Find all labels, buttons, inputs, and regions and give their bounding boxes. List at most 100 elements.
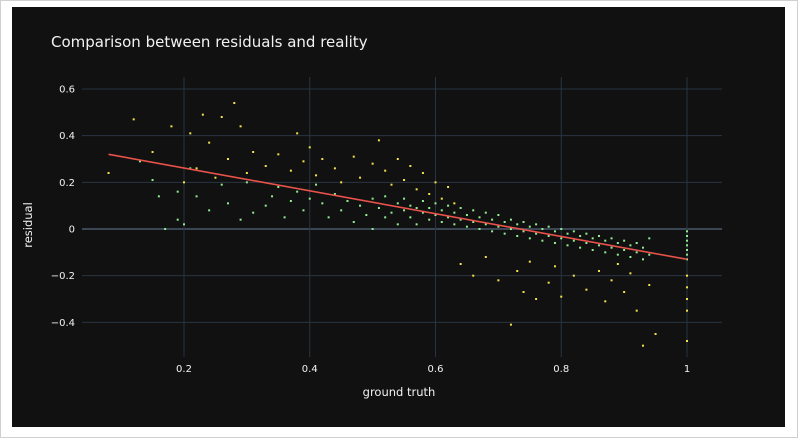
x-tick-label: 0.8 — [553, 364, 569, 375]
data-point — [403, 209, 406, 212]
data-point — [579, 235, 582, 237]
data-point — [591, 249, 594, 251]
data-point — [384, 195, 387, 198]
data-point — [138, 160, 141, 163]
data-points — [107, 102, 688, 347]
data-point — [616, 242, 619, 244]
y-tick-label: 0.6 — [59, 85, 75, 96]
data-point — [333, 167, 336, 170]
data-point — [616, 253, 619, 256]
data-point — [572, 274, 575, 277]
data-point — [151, 151, 154, 153]
data-point — [641, 246, 644, 249]
data-point — [484, 223, 487, 226]
data-point — [201, 113, 204, 116]
data-point — [585, 288, 588, 291]
data-point — [428, 207, 431, 209]
data-point — [528, 225, 531, 228]
data-point — [604, 239, 607, 242]
data-point — [421, 172, 424, 174]
data-point — [440, 197, 443, 200]
chart-panel: Comparison between residuals and reality… — [12, 7, 785, 427]
data-point — [686, 340, 688, 342]
data-point — [340, 181, 343, 184]
data-point — [553, 242, 556, 244]
data-point — [371, 162, 374, 165]
data-point — [440, 209, 443, 212]
data-point — [453, 211, 456, 214]
data-point — [635, 251, 638, 254]
data-point — [296, 132, 299, 135]
x-tick-label: 1 — [684, 364, 690, 375]
data-point — [447, 204, 450, 207]
data-point — [641, 344, 644, 347]
data-point — [635, 242, 638, 244]
data-point — [566, 232, 569, 235]
data-point — [472, 209, 475, 212]
data-point — [384, 169, 387, 172]
data-point — [327, 216, 330, 219]
data-point — [176, 218, 179, 221]
data-point — [686, 239, 688, 242]
data-point — [264, 165, 267, 167]
data-point — [421, 211, 424, 214]
data-point — [428, 218, 431, 221]
data-point — [352, 155, 355, 158]
data-point — [654, 333, 657, 335]
data-point — [183, 223, 185, 226]
data-point — [465, 225, 468, 228]
data-point — [629, 244, 632, 247]
data-point — [585, 242, 588, 244]
data-point — [164, 228, 167, 230]
data-point — [415, 223, 418, 226]
data-point — [459, 263, 462, 265]
data-point — [189, 132, 192, 135]
data-point — [233, 102, 236, 104]
y-tick-label: 0 — [69, 225, 75, 236]
data-point — [409, 165, 412, 167]
data-point — [641, 258, 644, 261]
y-tick-labels: −0.4 −0.2 0 0.2 0.4 0.6 — [51, 85, 75, 329]
data-point — [396, 202, 399, 205]
data-point — [686, 253, 688, 256]
x-tick-label: 0.4 — [302, 364, 318, 375]
data-point — [522, 221, 525, 223]
data-point — [447, 216, 450, 219]
data-point — [409, 204, 412, 207]
data-point — [547, 281, 550, 284]
data-point — [220, 116, 223, 118]
data-point — [591, 237, 594, 240]
data-point — [648, 284, 651, 286]
data-point — [390, 211, 393, 214]
data-point — [195, 195, 198, 198]
data-point — [516, 223, 519, 226]
data-point — [535, 298, 538, 300]
data-point — [623, 249, 626, 251]
data-point — [623, 291, 626, 293]
data-point — [170, 125, 173, 128]
data-point — [176, 190, 179, 193]
data-point — [308, 197, 311, 200]
data-point — [434, 214, 437, 216]
data-point — [340, 209, 343, 212]
data-point — [491, 230, 494, 233]
data-point — [491, 218, 494, 221]
data-point — [157, 195, 160, 198]
data-point — [377, 207, 380, 209]
data-point — [528, 237, 531, 240]
data-point — [396, 158, 399, 160]
data-point — [497, 225, 500, 228]
data-point — [478, 216, 481, 219]
data-point — [434, 202, 437, 205]
data-point — [686, 298, 688, 300]
data-point — [371, 197, 374, 200]
data-point — [472, 274, 475, 277]
data-point — [302, 209, 305, 212]
data-point — [686, 274, 688, 277]
data-point — [415, 188, 418, 191]
y-tick-label: −0.2 — [51, 271, 75, 282]
data-point — [610, 237, 613, 240]
data-point — [579, 246, 582, 249]
data-point — [484, 211, 487, 214]
data-point — [686, 244, 688, 247]
